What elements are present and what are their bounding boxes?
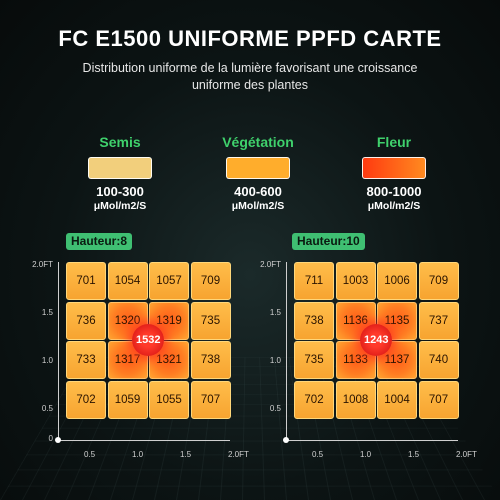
ppfd-cell: 702	[294, 380, 334, 419]
legend-item-seedling: Semis 100-300 μMol/m2/S	[60, 134, 180, 212]
height-badge: Hauteur:8	[66, 233, 133, 250]
ppfd-cell: 711	[294, 262, 334, 300]
x-axis	[58, 440, 230, 441]
ppfd-cell: 735	[294, 341, 334, 379]
ppfd-cell: 1317	[107, 341, 148, 379]
ppfd-cell: 1003	[335, 262, 376, 300]
height-badge: Hauteur:10	[292, 233, 365, 250]
ppfd-cell: 709	[190, 262, 231, 300]
ppfd-map-right: 2.0FT 1.5 1.0 0.5 0.5 1.0 1.5 2.0FT 711 1003 1006 7…	[254, 260, 477, 459]
y-tick-label: 2.0FT	[260, 260, 281, 269]
x-tick-label: 0.5	[312, 450, 324, 459]
x-tick-label: 1.5	[180, 450, 192, 459]
ppfd-cell: 1008	[335, 380, 376, 419]
page-subtitle: Distribution uniforme de la lumière favo…	[82, 61, 418, 92]
center-ppfd-value: 1243	[360, 324, 393, 357]
ppfd-cell: 1054	[107, 262, 148, 300]
ppfd-cell: 1055	[149, 380, 189, 419]
ppfd-cell: 701	[66, 262, 106, 300]
y-tick-label: 1.5	[269, 308, 281, 317]
ppfd-cell: 1320	[107, 301, 148, 340]
ppfd-map-left: 2.0FT 1.5 1.0 0.5 0 0.5 1.0 1.5 2.0FT 701 1054 1057…	[26, 260, 249, 459]
legend-unit: μMol/m2/S	[93, 200, 147, 212]
legend-label: Fleur	[376, 134, 412, 150]
origin-dot	[55, 437, 61, 443]
legend-swatch	[88, 157, 152, 179]
x-tick-label: 0.5	[84, 450, 96, 459]
page-title: FC E1500 UNIFORME PPFD CARTE	[58, 26, 442, 51]
legend-range: 100-300	[96, 184, 144, 199]
legend-swatch	[226, 157, 290, 179]
ppfd-cell: 735	[190, 301, 231, 340]
y-tick-label: 1.0	[269, 356, 281, 365]
y-axis	[58, 262, 59, 440]
x-tick-label: 1.0	[132, 450, 144, 459]
ppfd-cell: 709	[418, 262, 459, 300]
x-axis	[286, 440, 458, 441]
origin-dot	[283, 437, 289, 443]
y-tick-label: 1.0	[41, 356, 53, 365]
x-tick-label: 1.0	[360, 450, 372, 459]
ppfd-cell: 707	[418, 380, 459, 419]
x-tick-label: 2.0FT	[456, 450, 477, 459]
legend-unit: μMol/m2/S	[231, 200, 285, 212]
y-tick-label: 1.5	[41, 308, 53, 317]
ppfd-cell: 738	[190, 341, 231, 379]
y-tick-label: 2.0FT	[32, 260, 53, 269]
x-tick-label: 2.0FT	[228, 450, 249, 459]
ppfd-cell: 1006	[377, 262, 417, 300]
x-tick-label: 1.5	[408, 450, 420, 459]
ppfd-cell: 1057	[149, 262, 189, 300]
legend-unit: μMol/m2/S	[367, 200, 421, 212]
legend-item-flower: Fleur 800-1000 μMol/m2/S	[334, 134, 454, 212]
legend-range: 800-1000	[366, 184, 422, 199]
ppfd-cell: 737	[418, 301, 459, 340]
legend-label: Semis	[99, 134, 141, 150]
ppfd-cell: 1004	[377, 380, 417, 419]
y-tick-label: 0.5	[269, 404, 281, 413]
ppfd-cell: 738	[294, 301, 334, 340]
ppfd-cell: 707	[190, 380, 231, 419]
ppfd-cell: 1059	[107, 380, 148, 419]
ppfd-cell: 740	[418, 341, 459, 379]
ppfd-cell: 702	[66, 380, 106, 419]
ppfd-cell: 733	[66, 341, 106, 379]
y-axis	[286, 262, 287, 440]
center-ppfd-value: 1532	[132, 324, 165, 357]
y-tick-label: 0.5	[41, 404, 53, 413]
y-tick-label: 0	[48, 434, 53, 443]
legend-item-vegetation: Végétation 400-600 μMol/m2/S	[198, 134, 318, 212]
legend-range: 400-600	[234, 184, 282, 199]
ppfd-cell: 736	[66, 301, 106, 340]
legend-label: Végétation	[222, 134, 294, 150]
legend-swatch	[362, 157, 426, 179]
